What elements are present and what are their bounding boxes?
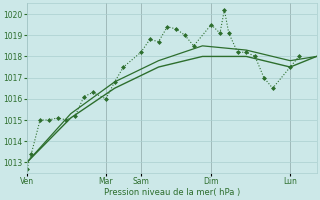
X-axis label: Pression niveau de la mer( hPa ): Pression niveau de la mer( hPa )	[104, 188, 240, 197]
